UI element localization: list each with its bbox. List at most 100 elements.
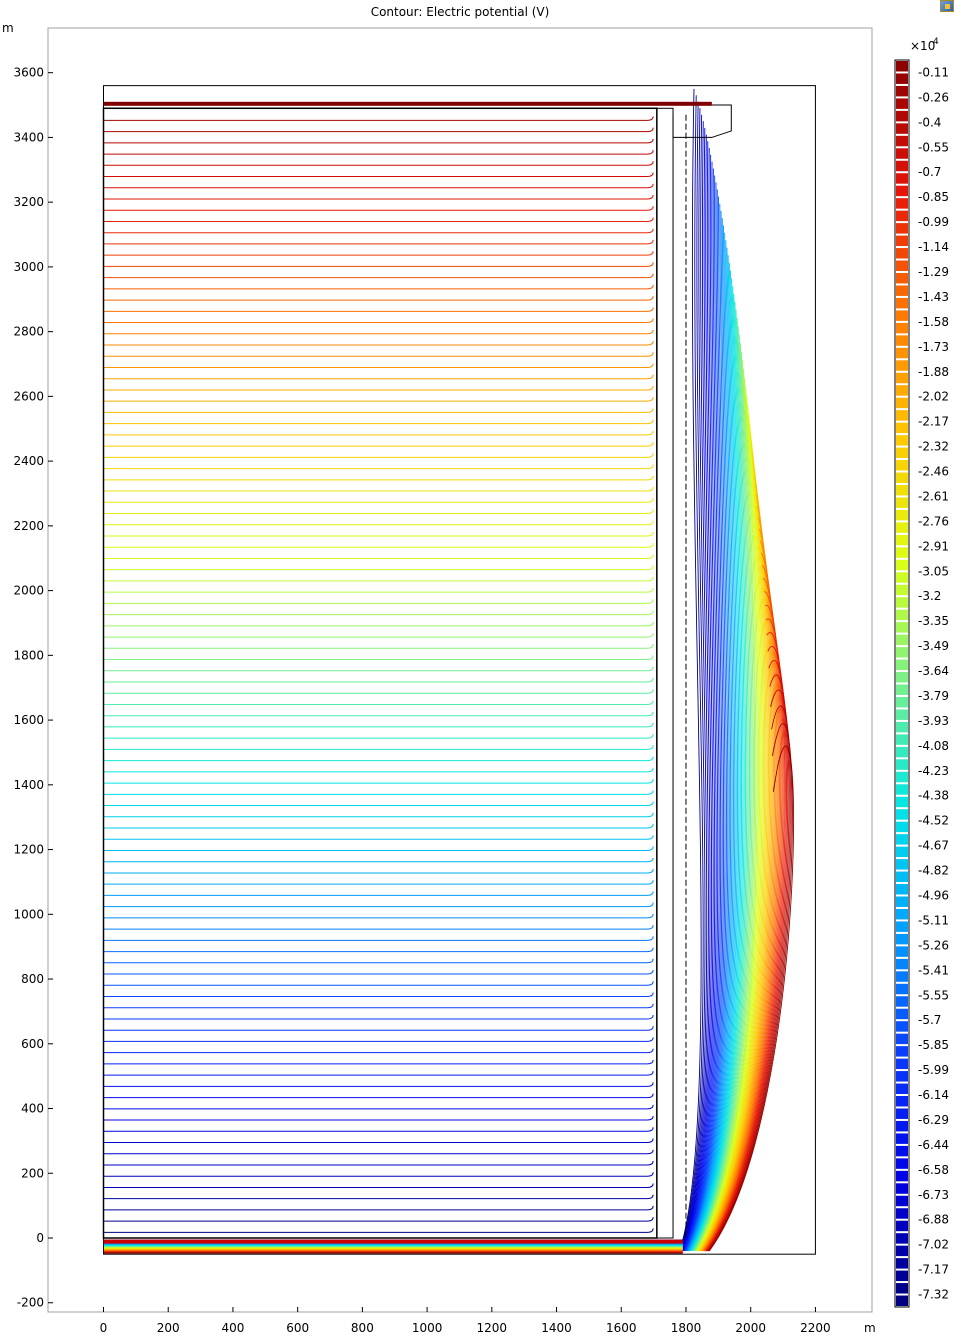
contour-line-left <box>103 599 654 604</box>
contour-line-left <box>103 689 654 694</box>
contour-line-left <box>103 655 654 661</box>
colorbar-level-label: -3.93 <box>918 714 949 728</box>
contour-line-right <box>698 433 766 1252</box>
contour-line-left <box>103 610 654 616</box>
contour-line-left <box>103 206 654 211</box>
colorbar-level-label: -3.79 <box>918 689 949 703</box>
contour-line-left <box>103 812 654 818</box>
colorbar-swatch <box>896 1046 908 1057</box>
colorbar-swatch <box>896 135 908 147</box>
contour-line-left <box>103 1071 654 1076</box>
colorbar-swatch <box>896 1208 908 1219</box>
contour-line-left <box>103 1037 654 1042</box>
contour-line-right <box>699 463 769 1252</box>
colorbar-swatch <box>896 210 908 222</box>
colorbar-swatch <box>896 223 908 234</box>
colorbar-swatch <box>896 1058 908 1070</box>
contour-line-left <box>103 1217 654 1222</box>
contour-line-right <box>687 210 730 1252</box>
colorbar-swatch <box>896 1120 908 1132</box>
contour-line-left <box>103 1104 654 1110</box>
colorbar-swatch <box>896 435 908 446</box>
x-tick-label: 400 <box>221 1321 244 1335</box>
contour-line-left <box>103 947 654 953</box>
colorbar-legend: ×10 4 -0.11 -0.26 -0.4 -0.55 -0.7 -0.85 -0.99 -… <box>894 37 949 1308</box>
contour-line-right <box>691 286 744 1252</box>
contour-line-right <box>680 101 706 1252</box>
contour-line-right <box>679 88 702 1252</box>
colorbar-swatch <box>896 1233 908 1244</box>
contour-line-right <box>708 745 795 1252</box>
colorbar-level-label: -3.35 <box>918 614 949 628</box>
y-tick-label: 2200 <box>13 519 44 533</box>
geometry-outline <box>102 85 816 1255</box>
colorbar-level-label: -4.08 <box>918 739 949 753</box>
colorbar-swatch <box>896 1071 908 1082</box>
contour-line-left <box>103 835 654 840</box>
contour-line-left <box>103 543 654 548</box>
colorbar-level-label: -3.64 <box>918 664 949 678</box>
contour-line-right <box>693 318 749 1252</box>
colorbar-swatch <box>896 310 908 321</box>
contour-line-left <box>103 262 654 267</box>
colorbar-swatch <box>896 896 908 907</box>
x-tick-label: 600 <box>286 1321 309 1335</box>
contour-line-left <box>103 644 654 649</box>
colorbar-swatch <box>896 933 908 945</box>
contour-line-left <box>103 1228 654 1233</box>
contour-line-left <box>103 430 654 436</box>
colorbar-level-label: -0.55 <box>918 140 949 154</box>
contour-line-right <box>683 154 719 1252</box>
contour-line-left <box>103 913 654 919</box>
colorbar-level-label: -4.96 <box>918 888 949 902</box>
colorbar-swatch <box>896 672 908 683</box>
x-axis-unit: m <box>864 1321 876 1335</box>
colorbar-level-label: -6.58 <box>918 1163 949 1177</box>
contour-line-left <box>103 767 654 773</box>
colorbar-level-label: -6.44 <box>918 1138 949 1152</box>
x-tick-label: 200 <box>157 1321 180 1335</box>
x-tick-label: 800 <box>351 1321 374 1335</box>
colorbar-level-label: -6.73 <box>918 1188 949 1202</box>
colorbar-level-label: -4.67 <box>918 839 949 853</box>
colorbar-level-label: -4.23 <box>918 764 949 778</box>
contour-line-right <box>698 423 764 1252</box>
colorbar-swatch <box>896 796 908 808</box>
colorbar-swatch <box>896 1245 908 1257</box>
contour-line-right <box>702 517 776 1252</box>
contour-line-right <box>682 134 714 1252</box>
contour-line-left <box>103 880 654 885</box>
contour-line-right <box>697 414 763 1252</box>
colorbar-swatch <box>896 559 908 571</box>
contour-line-right <box>691 293 745 1252</box>
contour-line-left <box>103 621 654 627</box>
colorbar-swatch <box>896 484 908 496</box>
contour-line-right <box>692 310 748 1252</box>
colorbar-level-label: -1.14 <box>918 240 949 254</box>
y-tick-label: 3000 <box>13 260 44 274</box>
contour-line-right <box>682 141 716 1252</box>
contour-line-right <box>700 484 772 1252</box>
contour-line-right <box>695 360 756 1252</box>
colorbar-swatch <box>896 1195 908 1207</box>
colorbar-swatch <box>896 360 908 371</box>
colorbar-level-label: -1.58 <box>918 315 949 329</box>
app-icon[interactable] <box>940 0 954 12</box>
colorbar-swatch <box>896 497 908 508</box>
colorbar-swatch <box>896 1083 908 1095</box>
axes <box>47 27 873 1313</box>
colorbar-swatch <box>896 372 908 384</box>
colorbar-level-label: -1.29 <box>918 265 949 279</box>
x-tick-label: 1600 <box>606 1321 637 1335</box>
contour-line-left <box>103 969 654 975</box>
contour-line-left <box>103 677 654 683</box>
contour-line-left <box>103 756 654 762</box>
colorbar-swatch <box>896 123 908 134</box>
contour-line-left <box>103 475 654 481</box>
colorbar-level-label: -0.99 <box>918 215 949 229</box>
y-tick-label: 3400 <box>13 130 44 144</box>
contour-line-left <box>103 711 654 717</box>
contour-line-right <box>681 121 711 1252</box>
contour-line-left <box>103 498 654 503</box>
contour-line-left <box>103 1059 654 1065</box>
